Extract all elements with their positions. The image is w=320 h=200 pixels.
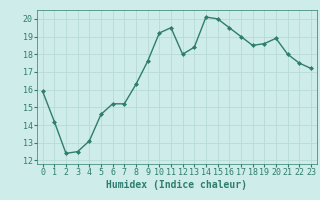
X-axis label: Humidex (Indice chaleur): Humidex (Indice chaleur)	[106, 180, 247, 190]
